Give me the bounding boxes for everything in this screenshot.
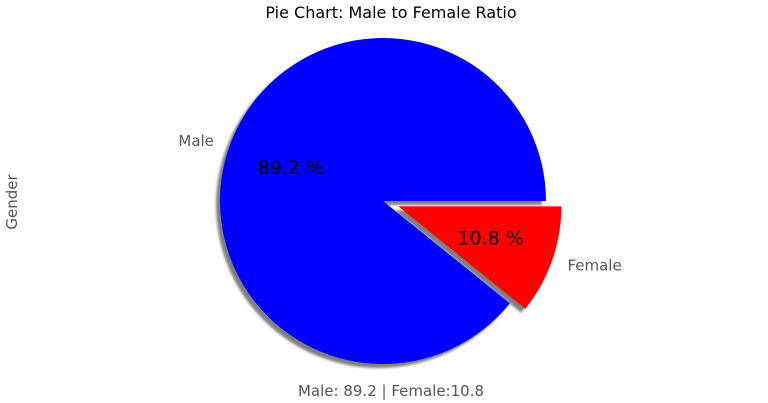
pie-slice-male	[219, 38, 546, 364]
pie-labels: Male 89.2 % Female 10.8 %	[178, 132, 621, 275]
pie-slices	[219, 38, 562, 364]
slice-label-male: Male	[178, 132, 214, 150]
slice-percent-female: 10.8 %	[457, 227, 523, 249]
x-axis-label: Male: 89.2 | Female:10.8	[298, 382, 484, 400]
chart-title: Pie Chart: Male to Female Ratio	[265, 3, 516, 22]
pie-slice-female	[398, 206, 562, 309]
slice-percent-male: 89.2 %	[258, 157, 324, 179]
slice-label-female: Female	[567, 257, 621, 275]
y-axis-label: Gender	[3, 174, 21, 230]
